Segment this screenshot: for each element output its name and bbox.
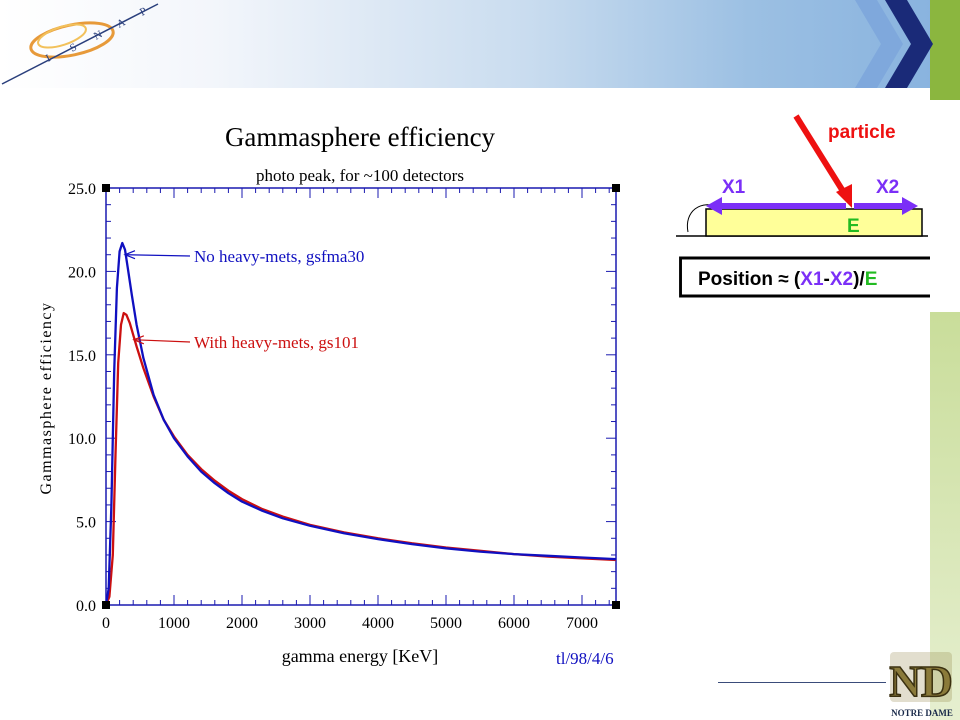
- particle-arrow-head: [836, 184, 852, 208]
- chevron-decoration: [855, 0, 933, 88]
- position-formula: Position ≈ (X1-X2)/E: [698, 269, 877, 290]
- footer-rule: [718, 682, 886, 683]
- x-tick-label: 2000: [226, 615, 258, 632]
- chart-title: Gammasphere efficiency: [225, 122, 496, 152]
- y-tick-label: 20.0: [68, 264, 96, 281]
- logo-letter-2: S: [68, 41, 79, 54]
- y-tick-label: 10.0: [68, 431, 96, 448]
- series-line-2: [104, 311, 617, 606]
- detector-strip: [705, 208, 923, 237]
- x-axis-label: gamma energy [KeV]: [282, 646, 439, 666]
- legend-arrowhead-1: [123, 250, 136, 260]
- x-tick-label: 0: [102, 615, 110, 632]
- accent-bar-top: [930, 0, 960, 100]
- x1-arrow-head: [706, 197, 722, 215]
- legend-leader-2: [135, 339, 191, 343]
- legend-label-1: No heavy-mets, gsfma30: [194, 247, 364, 266]
- isnap-logo: I S N A P: [1, 3, 159, 85]
- x-tick-label: 5000: [430, 615, 462, 632]
- formula-box: [679, 256, 930, 298]
- nd-caption: NOTRE DAME: [891, 708, 953, 718]
- frame-corner-marker: [102, 184, 110, 192]
- y-tick-label: 0.0: [76, 598, 96, 615]
- particle-arrow-line: [793, 114, 849, 198]
- notre-dame-logo: ND NOTRE DAME: [888, 652, 954, 718]
- logo-letter-4: A: [115, 16, 128, 30]
- chart-subtitle: photo peak, for ~100 detectors: [256, 166, 464, 185]
- series-line-1: [104, 241, 617, 606]
- legend-leader-1: [126, 254, 191, 257]
- nd-monogram: ND: [889, 657, 953, 706]
- x2-label: X2: [876, 177, 899, 198]
- x2-arrow-head: [902, 197, 918, 215]
- y-tick-label: 15.0: [68, 348, 96, 365]
- plot-frame: [105, 187, 617, 606]
- x-tick-label: 3000: [294, 615, 326, 632]
- detector-diagram: particle X1 X2 E Position ≈ (X1-X2)/E: [676, 114, 930, 298]
- legend-label-2: With heavy-mets, gs101: [194, 333, 359, 352]
- x-tick-label: 4000: [362, 615, 394, 632]
- logo-letter-1: I: [44, 52, 53, 65]
- y-tick-label: 25.0: [68, 181, 96, 198]
- x1-label: X1: [722, 177, 746, 198]
- x-tick-label: 6000: [498, 615, 530, 632]
- energy-label: E: [847, 216, 860, 237]
- accent-bar-bottom: [930, 312, 960, 720]
- logo-letter-5: P: [138, 5, 149, 18]
- efficiency-chart: Gammasphere efficiency photo peak, for ~…: [38, 122, 620, 668]
- x-tick-label: 1000: [158, 615, 190, 632]
- y-axis-label: Gammasphere efficiency: [38, 301, 55, 494]
- frame-corner-marker: [612, 601, 620, 609]
- x-tick-label: 7000: [566, 615, 598, 632]
- frame-corner-marker: [612, 184, 620, 192]
- chart-footnote: tl/98/4/6: [556, 649, 614, 668]
- particle-label: particle: [828, 122, 896, 143]
- frame-corner-marker: [102, 601, 110, 609]
- header-banner: [0, 0, 960, 88]
- y-tick-label: 5.0: [76, 515, 96, 532]
- logo-letter-3: N: [92, 28, 105, 42]
- legend-arrowhead-2: [132, 335, 145, 345]
